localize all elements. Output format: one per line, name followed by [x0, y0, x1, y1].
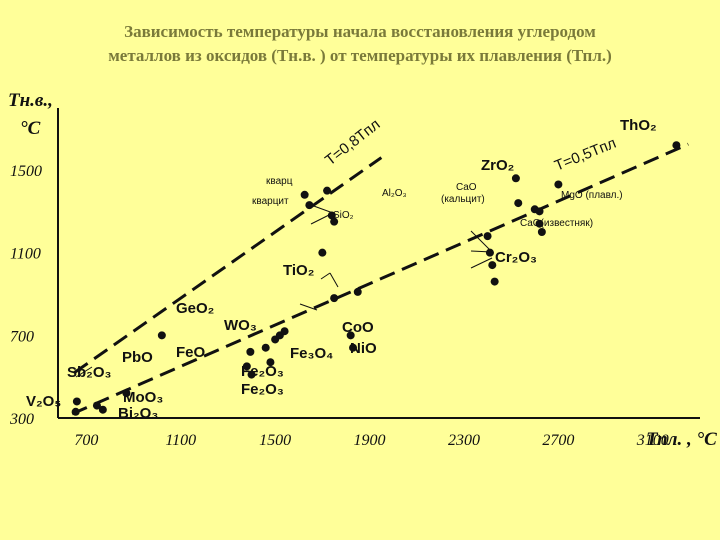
y-axis-label-line-2: °С	[20, 118, 41, 139]
trend-line-label: T=0,5Tпл	[552, 135, 618, 175]
point-label: кварцит	[252, 196, 289, 207]
label-connector	[470, 257, 493, 269]
y-tick-label: 300	[9, 411, 34, 428]
y-tick-label: 700	[10, 328, 34, 345]
point-label: Fe₃O₄	[290, 345, 333, 362]
data-point	[242, 362, 251, 371]
data-point	[483, 232, 492, 241]
y-tick-label: 1100	[10, 246, 41, 263]
data-point	[490, 277, 499, 286]
tick-labels: 700 1100 1500 1900 2300 2700 3100 300 700 1100 150…	[9, 163, 669, 449]
chart-title-line-1: Зависимость температуры начала восстанов…	[124, 22, 596, 41]
point-label: CaO	[456, 182, 477, 193]
x-tick-label: 2300	[448, 432, 480, 449]
data-point	[535, 207, 544, 216]
point-label: PbO	[122, 349, 153, 366]
x-tick-label: 2700	[542, 432, 574, 449]
data-point	[488, 261, 497, 270]
data-point	[122, 389, 131, 398]
point-label: CoO	[342, 319, 374, 336]
point-label: ZrO₂	[481, 157, 514, 174]
data-point	[247, 370, 256, 379]
data-point	[305, 201, 314, 210]
data-point	[261, 343, 270, 352]
data-point	[318, 248, 327, 257]
point-label: Fe₂O₃	[241, 381, 284, 398]
label-connector	[310, 204, 334, 214]
point-label: MoO₃	[123, 389, 163, 406]
point-label: FeO	[176, 344, 206, 361]
data-point	[246, 347, 255, 356]
x-tick-label: 3100	[636, 432, 669, 449]
trend-line	[73, 156, 383, 374]
y-axis-label-line-1: Тн.в.,	[8, 90, 53, 111]
data-point	[157, 331, 166, 340]
point-label: Cr₂O₃	[495, 249, 537, 266]
point-label: Al₂O₃	[382, 188, 407, 199]
data-point	[349, 343, 358, 352]
data-point	[327, 211, 336, 220]
point-label: ThO₂	[620, 117, 657, 134]
axes	[57, 108, 700, 419]
x-tick-label: 1500	[259, 432, 291, 449]
data-point	[71, 407, 80, 416]
data-point	[280, 327, 289, 336]
point-label: NiO	[350, 340, 377, 357]
chart-title: Зависимость температуры начала восстанов…	[40, 20, 680, 68]
data-point	[72, 397, 81, 406]
data-point	[323, 186, 332, 195]
data-point	[346, 331, 355, 340]
data-point	[537, 228, 546, 236]
label-connector	[75, 366, 93, 378]
x-tick-label: 1900	[354, 432, 386, 449]
data-point	[330, 217, 339, 226]
data-point	[98, 405, 107, 414]
trend-lines: T=0,8Tпл T=0,5Tпл	[71, 116, 689, 416]
point-label: кварц	[266, 176, 293, 187]
data-point	[353, 287, 362, 296]
data-point	[300, 190, 309, 199]
point-label: MgO (плавл.)	[561, 190, 623, 201]
point-label: (кальцит)	[441, 194, 485, 205]
x-tick-label: 1100	[165, 432, 196, 449]
data-point	[266, 358, 275, 367]
label-connector	[329, 272, 339, 288]
data-point	[485, 248, 494, 257]
x-axis-label: Тпл. , °С	[646, 429, 717, 450]
data-point	[511, 174, 520, 183]
data-point	[514, 199, 523, 208]
chart-title-line-2: металлов из оксидов (Тн.в. ) от температ…	[108, 46, 612, 65]
point-label: GeO₂	[176, 300, 214, 317]
point-label: Bi₂O₃	[118, 405, 158, 422]
label-connector	[299, 303, 318, 311]
label-connector	[320, 272, 331, 280]
data-point	[330, 294, 339, 303]
data-points	[71, 141, 681, 416]
data-point	[672, 141, 681, 150]
point-label: WO₃	[224, 317, 257, 334]
point-label: Sb₂O₃	[67, 364, 112, 381]
point-label: Fe₂O₃	[241, 363, 284, 380]
point-label: SiO₂	[333, 210, 354, 221]
label-connector	[470, 230, 493, 253]
x-tick-label: 700	[74, 432, 98, 449]
point-label: TiO₂	[283, 262, 314, 279]
y-tick-label: 1500	[10, 163, 42, 180]
data-point	[535, 219, 544, 228]
data-point	[554, 180, 563, 189]
data-point	[92, 401, 101, 410]
point-label: CaO(известняк)	[520, 218, 593, 229]
trend-line	[71, 142, 689, 416]
point-label: V₂O₅	[26, 393, 61, 410]
